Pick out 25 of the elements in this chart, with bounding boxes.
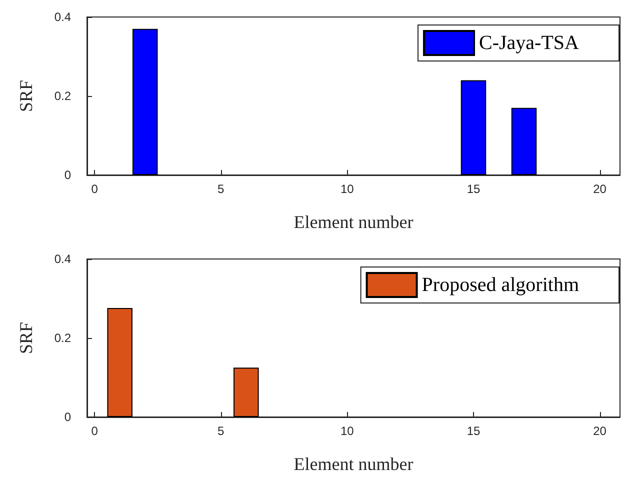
x-tick-label: 10 (340, 182, 354, 196)
x-tick-label: 20 (593, 424, 607, 438)
x-tick-label: 0 (91, 182, 98, 196)
legend-label: C-Jaya-TSA (479, 32, 580, 54)
y-axis-title: SRF (16, 322, 36, 354)
y-tick-label: 0 (64, 168, 72, 182)
bar (511, 108, 537, 175)
x-tick-label: 15 (466, 182, 480, 196)
y-tick-label: 0.4 (54, 252, 72, 266)
x-axis-title: Element number (294, 212, 414, 232)
y-tick-label: 0.4 (54, 10, 72, 24)
x-tick-label: 15 (466, 424, 480, 438)
x-tick-label: 5 (218, 424, 225, 438)
y-tick-label: 0 (64, 410, 72, 424)
x-axis-title: Element number (294, 454, 414, 474)
x-tick-label: 10 (340, 424, 354, 438)
bar (460, 80, 486, 175)
y-axis-title: SRF (16, 80, 36, 112)
y-tick-label: 0.2 (54, 89, 72, 103)
x-tick-label: 20 (593, 182, 607, 196)
x-tick-label: 5 (218, 182, 225, 196)
x-tick-label: 0 (91, 424, 98, 438)
legend-label: Proposed algorithm (422, 274, 580, 296)
y-tick-label: 0.2 (54, 331, 72, 345)
bar (132, 28, 158, 175)
